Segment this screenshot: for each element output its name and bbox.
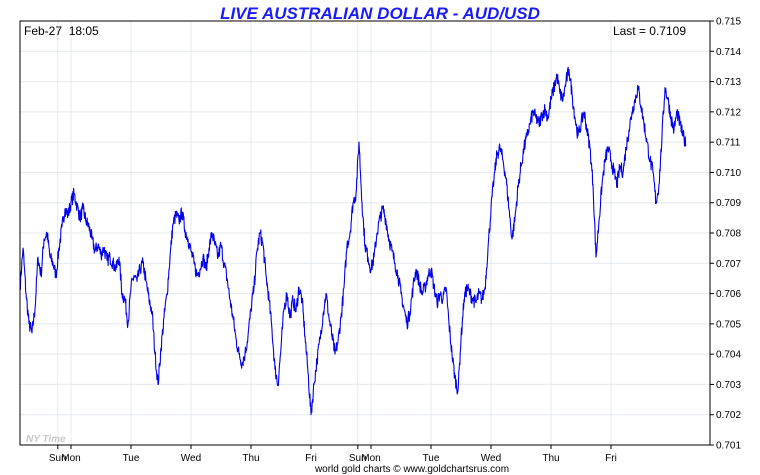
y-tick-label: 0.703 <box>716 380 741 391</box>
y-tick-label: 0.702 <box>716 410 741 421</box>
x-tick-label: Tue <box>123 453 140 464</box>
series-line-group <box>19 66 687 416</box>
x-tick-label: Tue <box>423 453 440 464</box>
y-tick-label: 0.709 <box>716 198 741 209</box>
x-tick-label: Fri <box>305 453 317 464</box>
y-tick-label: 0.704 <box>716 350 741 361</box>
y-axis: 0.715 0.714 0.713 0.712 0.711 0.710 0.709 0.708… <box>710 17 741 452</box>
y-tick-label: 0.710 <box>716 168 741 179</box>
x-tick-label: Wed <box>181 453 201 464</box>
y-tick-label: 0.708 <box>716 229 741 240</box>
last-price-label: Last = 0.7109 <box>613 24 686 38</box>
x-tick-label: Thu <box>242 453 259 464</box>
series-line <box>19 66 687 416</box>
footer-credit: world gold charts © www.goldchartsrus.co… <box>314 464 509 475</box>
y-tick-label: 0.705 <box>716 319 741 330</box>
chart-title: LIVE AUSTRALIAN DOLLAR - AUD/USD <box>220 4 540 23</box>
x-tick-label: Mon <box>361 453 380 464</box>
x-tick-label: Wed <box>481 453 501 464</box>
date-time-label: Feb-27 18:05 <box>24 24 99 38</box>
y-tick-label: 0.706 <box>716 289 741 300</box>
timezone-watermark: NY Time <box>26 434 66 445</box>
y-tick-label: 0.713 <box>716 77 741 88</box>
x-tick-label: Sun <box>49 453 67 464</box>
y-tick-label: 0.714 <box>716 47 741 58</box>
x-tick-label: Mon <box>61 453 80 464</box>
y-tick-label: 0.701 <box>716 441 741 452</box>
x-tick-label: Thu <box>542 453 559 464</box>
x-tick-label: Fri <box>605 453 617 464</box>
y-tick-label: 0.707 <box>716 259 741 270</box>
y-tick-label: 0.715 <box>716 17 741 28</box>
x-tick-label: Sun <box>349 453 367 464</box>
y-tick-label: 0.712 <box>716 107 741 118</box>
y-tick-label: 0.711 <box>716 138 741 149</box>
grid-lines <box>20 20 710 446</box>
